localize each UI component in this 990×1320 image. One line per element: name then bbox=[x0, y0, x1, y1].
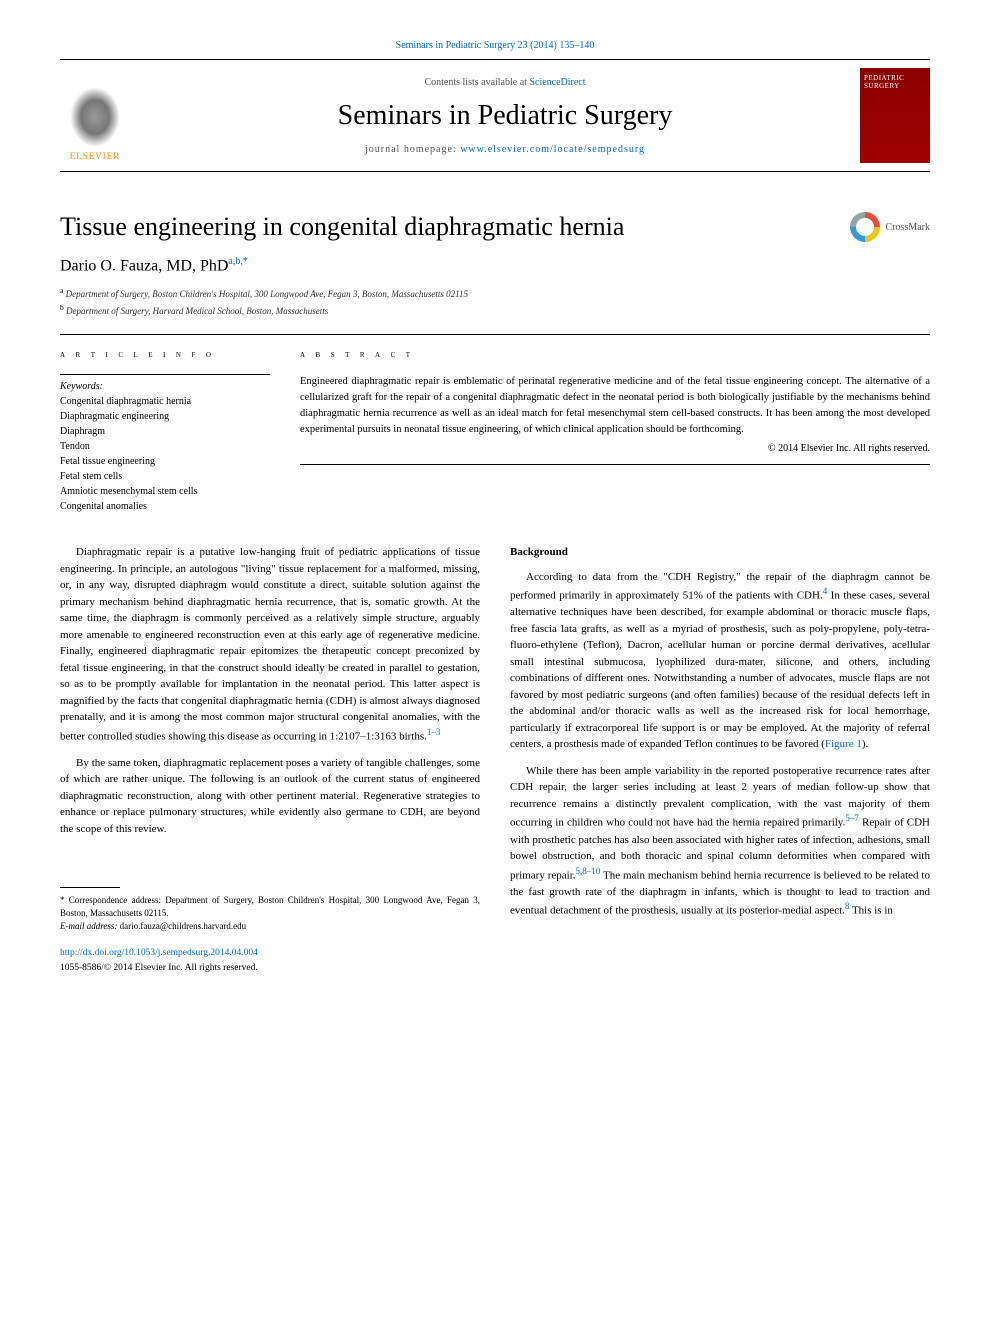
email-line: E-mail address: dario.fauza@childrens.ha… bbox=[60, 920, 480, 933]
para-text: Diaphragmatic repair is a putative low-h… bbox=[60, 546, 480, 742]
contents-available-line: Contents lists available at ScienceDirec… bbox=[150, 77, 860, 88]
background-para-2: While there has been ample variability i… bbox=[510, 763, 930, 919]
figure-ref[interactable]: Figure 1 bbox=[825, 738, 862, 750]
journal-name: Seminars in Pediatric Surgery bbox=[150, 100, 860, 132]
background-para-1: According to data from the "CDH Registry… bbox=[510, 569, 930, 753]
keyword: Fetal stem cells bbox=[60, 469, 270, 484]
info-rule bbox=[60, 374, 270, 375]
footnote-rule bbox=[60, 887, 120, 888]
homepage-prefix: journal homepage: bbox=[365, 144, 460, 155]
journal-cover-thumb: PEDIATRIC SURGERY bbox=[860, 68, 930, 163]
affiliation-b: b Department of Surgery, Harvard Medical… bbox=[60, 302, 930, 319]
author-affil-marks[interactable]: a,b, bbox=[228, 256, 242, 267]
keyword: Tendon bbox=[60, 439, 270, 454]
abstract-copyright: © 2014 Elsevier Inc. All rights reserved… bbox=[300, 443, 930, 454]
article-info-column: a r t i c l e i n f o Keywords: Congenit… bbox=[60, 349, 270, 514]
abstract-column: a b s t r a c t Engineered diaphragmatic… bbox=[300, 349, 930, 514]
homepage-line: journal homepage: www.elsevier.com/locat… bbox=[150, 144, 860, 155]
citation-ref[interactable]: 5–7 bbox=[845, 813, 859, 823]
cover-title: PEDIATRIC SURGERY bbox=[864, 74, 926, 91]
keyword: Diaphragmatic engineering bbox=[60, 409, 270, 424]
citation-ref[interactable]: 5,8–10 bbox=[576, 866, 601, 876]
abstract-text: Engineered diaphragmatic repair is emble… bbox=[300, 374, 930, 437]
footnotes: * Correspondence address: Department of … bbox=[60, 894, 480, 932]
keyword: Amniotic mesenchymal stem cells bbox=[60, 484, 270, 499]
section-heading-background: Background bbox=[510, 544, 930, 561]
abstract-rule bbox=[300, 464, 930, 465]
body-columns: Diaphragmatic repair is a putative low-h… bbox=[60, 544, 930, 974]
crossmark-badge[interactable]: CrossMark bbox=[850, 212, 930, 242]
crossmark-icon bbox=[850, 212, 880, 242]
keyword: Fetal tissue engineering bbox=[60, 454, 270, 469]
email-address: dario.fauza@childrens.harvard.edu bbox=[117, 921, 246, 931]
crossmark-label: CrossMark bbox=[886, 222, 930, 233]
doi-line: http://dx.doi.org/10.1053/j.sempedsurg.2… bbox=[60, 946, 480, 960]
email-label: E-mail address: bbox=[60, 921, 117, 931]
affil-text-b: Department of Surgery, Harvard Medical S… bbox=[64, 306, 329, 316]
affiliation-a: a Department of Surgery, Boston Children… bbox=[60, 285, 930, 302]
doi-link[interactable]: http://dx.doi.org/10.1053/j.sempedsurg.2… bbox=[60, 948, 258, 958]
keyword: Congenital anomalies bbox=[60, 499, 270, 514]
homepage-link[interactable]: www.elsevier.com/locate/sempedsurg bbox=[460, 144, 645, 155]
keyword: Diaphragm bbox=[60, 424, 270, 439]
para-text: This is in bbox=[849, 905, 893, 917]
para-text: In these cases, several alternative tech… bbox=[510, 590, 930, 751]
issn-copyright-line: 1055-8586/© 2014 Elsevier Inc. All right… bbox=[60, 961, 480, 975]
article-title: Tissue engineering in congenital diaphra… bbox=[60, 212, 930, 242]
publisher-name: ELSEVIER bbox=[70, 151, 121, 161]
intro-para-1: Diaphragmatic repair is a putative low-h… bbox=[60, 544, 480, 745]
page: Seminars in Pediatric Surgery 23 (2014) … bbox=[0, 0, 990, 1025]
journal-header: ELSEVIER Contents lists available at Sci… bbox=[60, 59, 930, 172]
correspondence-note: * Correspondence address: Department of … bbox=[60, 894, 480, 919]
affiliations: a Department of Surgery, Boston Children… bbox=[60, 285, 930, 318]
article-header: CrossMark Tissue engineering in congenit… bbox=[60, 212, 930, 318]
keyword: Congenital diaphragmatic hernia bbox=[60, 394, 270, 409]
elsevier-tree-icon bbox=[70, 87, 120, 147]
affil-text-a: Department of Surgery, Boston Children's… bbox=[63, 289, 468, 299]
citation-ref[interactable]: 1–3 bbox=[427, 727, 441, 737]
info-abstract-block: a r t i c l e i n f o Keywords: Congenit… bbox=[60, 334, 930, 514]
abstract-heading: a b s t r a c t bbox=[300, 349, 930, 360]
article-info-heading: a r t i c l e i n f o bbox=[60, 349, 270, 360]
publisher-logo: ELSEVIER bbox=[60, 71, 130, 161]
left-column: Diaphragmatic repair is a putative low-h… bbox=[60, 544, 480, 974]
para-text: ). bbox=[862, 738, 868, 750]
header-center: Contents lists available at ScienceDirec… bbox=[150, 77, 860, 155]
right-column: Background According to data from the "C… bbox=[510, 544, 930, 974]
author-corr-star: * bbox=[243, 256, 248, 267]
intro-para-2: By the same token, diaphragmatic replace… bbox=[60, 755, 480, 838]
contents-prefix: Contents lists available at bbox=[424, 77, 529, 88]
citation-line: Seminars in Pediatric Surgery 23 (2014) … bbox=[60, 40, 930, 51]
sciencedirect-link[interactable]: ScienceDirect bbox=[529, 77, 585, 88]
author-name: Dario O. Fauza, MD, PhD bbox=[60, 257, 228, 274]
keywords-label: Keywords: bbox=[60, 381, 270, 392]
keywords-list: Congenital diaphragmatic hernia Diaphrag… bbox=[60, 394, 270, 514]
author-line: Dario O. Fauza, MD, PhDa,b,* bbox=[60, 256, 930, 275]
